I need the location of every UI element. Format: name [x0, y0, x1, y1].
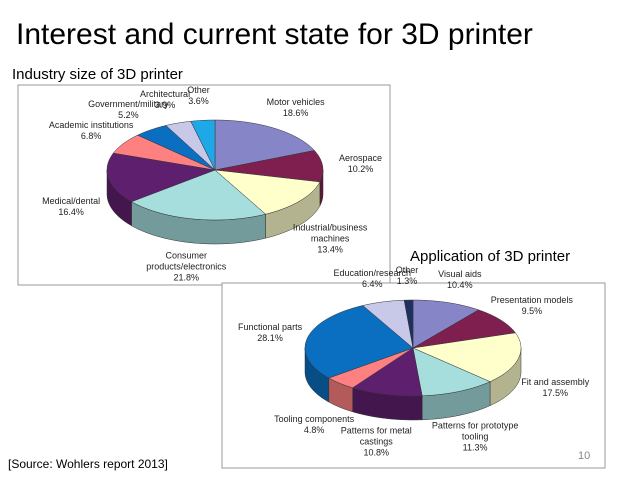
slice-label: Consumer products/electronics 21.8%	[138, 250, 234, 283]
pie-slice	[214, 169, 321, 215]
slice-name: Consumer products/electronics	[146, 250, 227, 272]
slice-name: Academic institutions	[48, 119, 134, 130]
slice-label: Functional parts 28.1%	[222, 322, 318, 344]
pie-slice	[412, 309, 516, 349]
slide-title: Interest and current state for 3D printe…	[16, 18, 533, 51]
page-number: 10	[578, 450, 591, 462]
pie-slice	[137, 125, 216, 171]
slice-name: Presentation models	[490, 295, 573, 306]
slice-label: Medical/dental 16.4%	[23, 196, 119, 218]
slice-name: Other	[395, 265, 419, 276]
slice-label: Presentation models 9.5%	[484, 295, 580, 317]
pie-slice	[304, 305, 414, 379]
slice-label: Academic institutions 6.8%	[43, 120, 139, 142]
slice-value-label: 6.4%	[362, 278, 383, 289]
slice-name: Patterns for metal castings	[340, 425, 412, 447]
slice-value-label: 10.2%	[347, 164, 374, 175]
slice-name: Visual aids	[438, 268, 482, 279]
chart-title: Industry size of 3D printer	[12, 66, 183, 83]
slice-name: Other	[187, 85, 210, 96]
slice-value-label: 28.1%	[257, 333, 283, 344]
pie-slice	[214, 119, 315, 171]
pie-slice	[403, 299, 414, 349]
slice-value-label: 11.3%	[462, 442, 488, 453]
slice-value-label: 10.8%	[363, 447, 390, 458]
slice-name: Fit and assembly	[521, 377, 590, 388]
slice-label: Patterns for metal castings 10.8%	[328, 425, 424, 458]
pie-slice	[214, 150, 324, 183]
slice-name: Government/military	[88, 99, 169, 110]
pie-slice	[412, 332, 522, 382]
slice-label: Visual aids 10.4%	[412, 269, 508, 291]
pie-slice	[190, 119, 216, 171]
slice-value-label: 6.8%	[80, 130, 102, 141]
source-note: [Source: Wohlers report 2013]	[8, 457, 168, 471]
slice-label: Aerospace 10.2%	[313, 153, 409, 175]
slice-label: Tooling components 4.8%	[266, 414, 362, 436]
slice-name: Architectural	[140, 89, 191, 100]
slice-value-label: 4.8%	[303, 424, 325, 435]
pie-slice	[352, 347, 423, 397]
slice-name: Patterns for prototype tooling	[431, 420, 519, 442]
slice-label: Industrial/business machines 13.4%	[282, 223, 378, 256]
pie-slice	[412, 299, 480, 349]
slice-value-label: 5.2%	[118, 110, 139, 121]
slice-label: Fit and assembly 17.5%	[507, 377, 603, 399]
pie-slice	[106, 152, 216, 202]
slice-value-label: 9.5%	[521, 306, 543, 317]
slice-value-label: 16.4%	[58, 206, 84, 217]
slice-name: Aerospace	[339, 153, 383, 164]
pie-slice	[328, 347, 414, 389]
slice-value-label: 3.9%	[154, 100, 176, 111]
slice-value-label: 10.4%	[447, 279, 473, 290]
pie-slice	[412, 347, 491, 397]
pie-slice	[165, 121, 216, 171]
slice-label: Education/research 6.4%	[324, 268, 420, 290]
slice-label: Architectural 3.9%	[117, 89, 213, 111]
slice-name: Education/research	[333, 267, 412, 278]
slice-label: Patterns for prototype tooling 11.3%	[427, 421, 523, 454]
slice-name: Medical/dental	[42, 195, 101, 206]
slice-label: Other 1.3%	[359, 265, 455, 287]
slice-name: Motor vehicles	[266, 97, 325, 108]
slice-label: Motor vehicles 18.6%	[248, 97, 344, 119]
slice-value-label: 1.3%	[396, 276, 418, 287]
slice-name: Functional parts	[238, 322, 303, 333]
slice-value-label: 13.4%	[317, 244, 343, 255]
pie-slice	[362, 299, 414, 349]
slice-value-label: 18.6%	[282, 108, 309, 119]
slice-name: Industrial/business machines	[292, 222, 368, 244]
slice-label: Other 3.6%	[151, 85, 247, 107]
slice-value-label: 17.5%	[542, 388, 568, 399]
slice-name: Tooling components	[274, 413, 355, 424]
slice-label: Government/military 5.2%	[80, 99, 176, 121]
pie-slice	[130, 169, 267, 221]
chart-title: Application of 3D printer	[410, 248, 571, 265]
slice-value-label: 3.6%	[188, 96, 209, 107]
slice-value-label: 21.8%	[173, 272, 200, 283]
pie-slice	[112, 134, 216, 171]
